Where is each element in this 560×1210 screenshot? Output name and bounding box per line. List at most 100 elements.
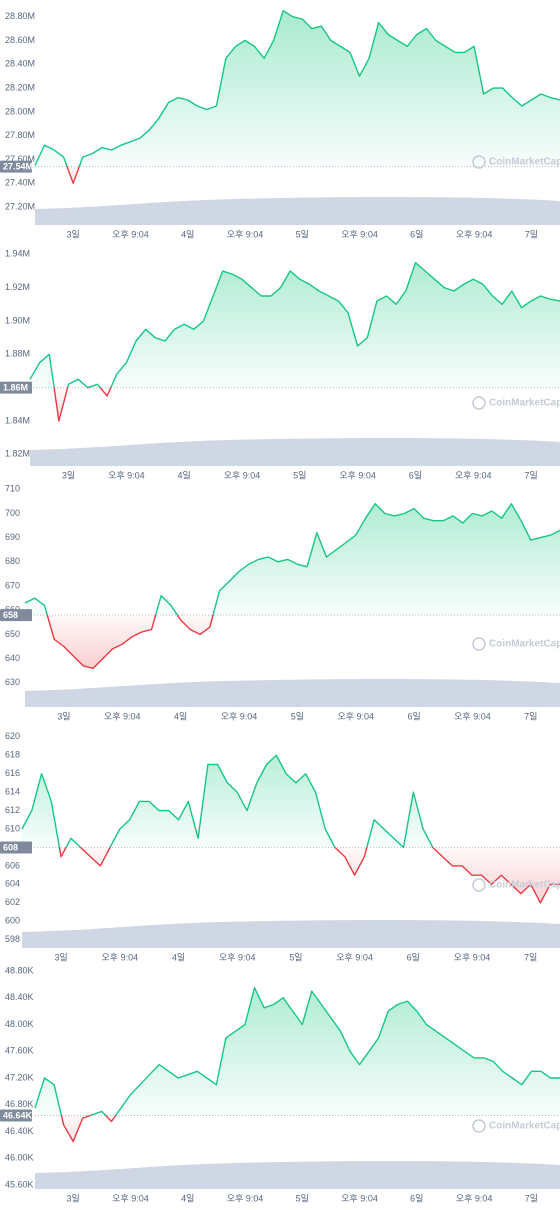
watermark: CoinMarketCap — [489, 639, 560, 650]
watermark-logo — [472, 878, 486, 892]
watermark: CoinMarketCap — [489, 398, 560, 409]
y-tick-label: 670 — [5, 580, 20, 590]
y-tick-label: 630 — [5, 677, 20, 687]
y-tick-label: 614 — [5, 787, 20, 797]
y-tick-label: 28.40M — [5, 59, 35, 69]
x-tick-label: 5일 — [289, 952, 302, 962]
x-tick-label: 오후 9:04 — [219, 952, 256, 962]
price-area — [25, 503, 560, 669]
y-tick-label: 1.92M — [5, 282, 30, 292]
x-tick-label: 오후 9:04 — [336, 952, 373, 962]
watermark: CoinMarketCap — [489, 157, 560, 168]
baseline-tag — [0, 381, 32, 394]
x-tick-label: 6일 — [410, 229, 423, 239]
y-tick-label: 690 — [5, 532, 20, 542]
y-tick-label: 616 — [5, 768, 20, 778]
x-tick-label: 오후 9:04 — [455, 470, 492, 480]
x-tick-label: 5일 — [291, 711, 304, 721]
volume-area — [35, 1161, 560, 1189]
x-tick-label: 오후 9:04 — [456, 1193, 493, 1203]
y-tick-label: 1.88M — [5, 349, 30, 359]
x-tick-label: 7일 — [524, 470, 537, 480]
x-tick-label: 오후 9:04 — [337, 711, 374, 721]
x-tick-label: 6일 — [407, 711, 420, 721]
price-area — [22, 755, 560, 903]
x-tick-label: 3일 — [62, 470, 75, 480]
y-tick-label: 46.00K — [5, 1153, 34, 1163]
price-area — [30, 262, 560, 421]
y-tick-label: 48.80K — [5, 965, 34, 975]
baseline-label: 27.54M — [3, 162, 33, 172]
x-tick-label: 오후 9:04 — [339, 470, 376, 480]
x-tick-label: 5일 — [293, 470, 306, 480]
y-tick-label: 46.40K — [5, 1126, 34, 1136]
baseline-label: 608 — [3, 842, 18, 852]
chart: 598 600 602 604 606 608 610 612 614 616 618 620 3일 오후… — [0, 731, 560, 962]
y-tick-label: 28.60M — [5, 35, 35, 45]
y-tick-label: 620 — [5, 731, 20, 741]
y-tick-label: 604 — [5, 879, 20, 889]
y-tick-label: 598 — [5, 934, 20, 944]
volume-area — [22, 920, 560, 948]
baseline-label: 46.64K — [3, 1110, 33, 1120]
chart: 27.20M 27.40M 27.60M 27.80M 28.00M 28.20M 28.4… — [0, 10, 560, 239]
y-tick-label: 600 — [5, 916, 20, 926]
x-tick-label: 3일 — [67, 229, 80, 239]
x-tick-label: 오후 9:04 — [227, 229, 264, 239]
watermark-logo — [472, 396, 486, 410]
baseline-tag — [0, 160, 32, 173]
x-tick-label: 오후 9:04 — [104, 711, 141, 721]
x-tick-label: 3일 — [57, 711, 70, 721]
x-tick-label: 5일 — [296, 229, 309, 239]
watermark-logo — [472, 637, 486, 651]
x-tick-label: 4일 — [181, 1193, 194, 1203]
y-tick-label: 610 — [5, 823, 20, 833]
y-tick-label: 602 — [5, 897, 20, 907]
y-tick-label: 612 — [5, 805, 20, 815]
price-area — [35, 987, 560, 1142]
y-tick-label: 28.80M — [5, 11, 35, 21]
y-tick-label: 28.20M — [5, 82, 35, 92]
x-tick-label: 4일 — [181, 229, 194, 239]
x-tick-label: 6일 — [410, 1193, 423, 1203]
y-tick-label: 640 — [5, 653, 20, 663]
x-tick-label: 오후 9:04 — [102, 952, 139, 962]
x-tick-label: 6일 — [407, 952, 420, 962]
x-tick-label: 4일 — [178, 470, 191, 480]
x-tick-label: 오후 9:04 — [108, 470, 145, 480]
y-tick-label: 1.84M — [5, 415, 30, 425]
volume-area — [25, 679, 560, 707]
price-line — [34, 10, 560, 184]
y-tick-label: 27.40M — [5, 178, 35, 188]
x-tick-label: 7일 — [525, 1193, 538, 1203]
watermark: CoinMarketCap — [489, 880, 560, 891]
x-tick-label: 오후 9:04 — [224, 470, 261, 480]
y-tick-label: 1.90M — [5, 315, 30, 325]
price-line — [24, 503, 560, 669]
x-tick-label: 4일 — [174, 711, 187, 721]
baseline-tag — [0, 841, 32, 854]
chart: 1.82M 1.84M 1.86M 1.88M 1.90M 1.92M 1.94M 3일 오후 … — [0, 249, 560, 480]
baseline-label: 1.86M — [3, 383, 28, 393]
y-tick-label: 27.80M — [5, 130, 35, 140]
x-tick-label: 오후 9:04 — [454, 952, 491, 962]
x-tick-label: 오후 9:04 — [112, 1193, 149, 1203]
x-tick-label: 오후 9:04 — [227, 1193, 264, 1203]
x-tick-label: 오후 9:04 — [221, 711, 258, 721]
x-tick-label: 오후 9:04 — [456, 229, 493, 239]
y-tick-label: 27.20M — [5, 202, 35, 212]
chart: 6306406506606706806907007103일오후 9:044일오후… — [0, 484, 560, 721]
x-tick-label: 4일 — [172, 952, 185, 962]
baseline-tag — [0, 609, 32, 622]
watermark: CoinMarketCap — [489, 1121, 560, 1132]
x-tick-label: 7일 — [524, 711, 537, 721]
y-tick-label: 1.82M — [5, 449, 30, 459]
x-tick-label: 6일 — [409, 470, 422, 480]
y-tick-label: 46.80K — [5, 1099, 34, 1109]
x-tick-label: 오후 9:04 — [454, 711, 491, 721]
price-line — [21, 754, 560, 904]
y-tick-label: 700 — [5, 508, 20, 518]
y-tick-label: 47.60K — [5, 1046, 34, 1056]
x-tick-label: 5일 — [296, 1193, 309, 1203]
